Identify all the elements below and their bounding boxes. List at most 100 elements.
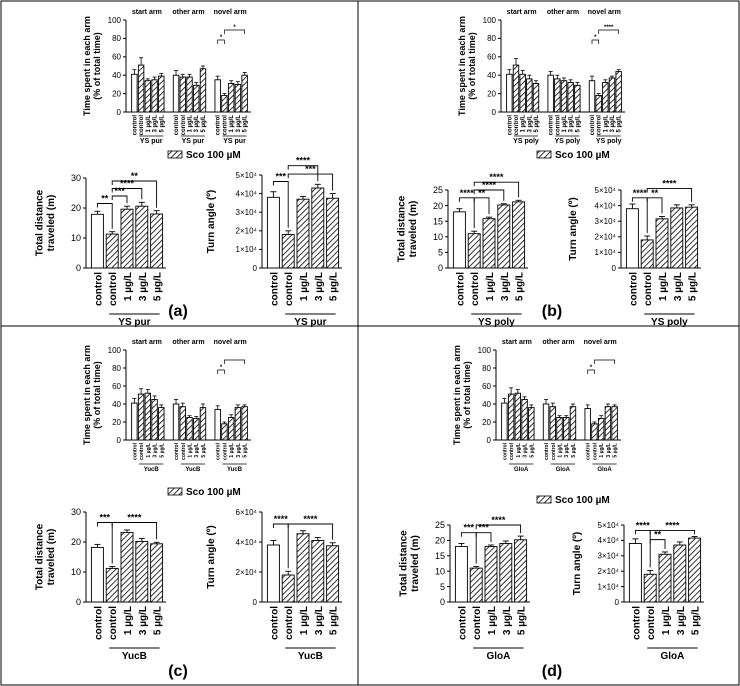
category-label: control xyxy=(597,115,603,136)
significance-bracket xyxy=(111,522,158,540)
group-label: GloA xyxy=(660,651,684,662)
bar xyxy=(569,406,577,441)
y-tick-label: 40 xyxy=(112,71,121,80)
bar xyxy=(685,206,699,269)
significance-label: **** xyxy=(604,25,614,31)
category-label: control xyxy=(507,115,513,136)
category-label: control xyxy=(93,272,104,306)
group-title: other arm xyxy=(547,9,579,16)
category-label: control xyxy=(590,115,596,136)
bar xyxy=(144,392,152,441)
significance-bracket xyxy=(646,197,663,214)
group-label: YucB xyxy=(227,467,243,473)
bar xyxy=(105,567,119,603)
y-axis-title: Turn angle (º) xyxy=(568,197,579,260)
category-label: 3 µg/L xyxy=(564,443,570,458)
y-tick-label: 2×10⁴ xyxy=(236,227,258,236)
bar xyxy=(158,407,165,441)
category-label: 1 µg/L xyxy=(299,606,310,635)
chart-c-arm-time: 0 20 40 60 80 100 Time spent in each arm (% of … xyxy=(82,339,251,473)
y-tick-label: 0 xyxy=(253,264,258,273)
y-tick-label: 40 xyxy=(482,400,491,409)
y-tick-label: 0 xyxy=(615,598,620,607)
y-tick-label: 20 xyxy=(112,89,121,98)
bar xyxy=(512,201,526,269)
y-tick-label: 5 xyxy=(438,248,443,258)
bar xyxy=(199,407,207,441)
category-label: control xyxy=(139,442,145,460)
significance-label: ** xyxy=(131,171,139,181)
significance-bracket xyxy=(217,39,225,44)
sco-legend-label: Sco 100 µM xyxy=(186,150,241,161)
category-label: 5 µg/L xyxy=(529,443,535,458)
group-label: GloA xyxy=(514,467,529,473)
category-label: 1 µg/L xyxy=(658,272,669,301)
bar xyxy=(514,539,528,603)
group-label: GloA xyxy=(556,467,571,473)
category-label: control xyxy=(551,442,557,460)
y-axis-title-line: Turn angle (º) xyxy=(206,525,217,588)
category-label: 1 µg/L xyxy=(485,272,496,301)
significance-label: ** xyxy=(101,194,109,204)
panel-label-d: (d) xyxy=(542,663,562,680)
bar xyxy=(90,213,104,269)
chart-d-distance: 0 5 10 15 20 25 Total distance traveled (m) cont… xyxy=(398,515,530,662)
y-tick-label: 80 xyxy=(482,364,491,373)
significance-bracket xyxy=(111,195,128,204)
bar xyxy=(105,233,119,269)
group-title: start arm xyxy=(507,9,537,16)
category-label: 1 µg/L xyxy=(146,115,152,133)
category-label: control xyxy=(284,606,295,640)
y-axis-title: Total distance traveled (m) xyxy=(34,189,57,256)
significance-bracket xyxy=(587,369,595,374)
y-tick-label: 1×10⁴ xyxy=(236,245,258,254)
y-tick-label: 80 xyxy=(112,34,121,43)
group-label: YS poly xyxy=(554,138,580,145)
y-tick-label: 20 xyxy=(482,418,491,427)
category-label: 3 µg/L xyxy=(676,606,687,635)
significance-bracket xyxy=(272,523,289,569)
category-label: 5 µg/L xyxy=(575,115,581,133)
significance-label: ** xyxy=(478,188,486,198)
group-title: novel arm xyxy=(584,339,617,346)
bar xyxy=(214,79,221,113)
significance-label: **** xyxy=(296,156,311,166)
bar xyxy=(186,417,193,441)
chart-b-arm-time: 0 20 40 60 80 100 Time spent in each arm (% of … xyxy=(457,9,625,145)
y-axis-title: Time spent in each arm (% of total time) xyxy=(452,345,472,445)
chart-layer: (a) (b) (c) (d) Sco 100 µM Sco 100 µM Sco 100 … xyxy=(34,9,704,680)
y-tick-label: 4×10⁴ xyxy=(236,538,258,547)
bar xyxy=(482,218,496,269)
bar xyxy=(514,392,522,441)
category-label: control xyxy=(592,442,598,460)
y-tick-label: 10 xyxy=(435,566,445,576)
bar xyxy=(484,546,498,603)
group-label: YS pur xyxy=(118,317,150,328)
bar xyxy=(549,406,556,441)
bar xyxy=(591,423,598,441)
category-label: 5 µg/L xyxy=(571,443,577,458)
bar xyxy=(281,234,295,269)
bar xyxy=(521,399,528,441)
y-axis-title: Time spent in each arm (% of total time) xyxy=(457,16,477,116)
significance-label: ** xyxy=(654,530,662,540)
category-label: 5 µg/L xyxy=(691,606,702,635)
y-axis-title-line: Turn angle (º) xyxy=(568,197,579,260)
category-label: 5 µg/L xyxy=(617,115,623,133)
significance-label: * xyxy=(220,365,223,371)
significance-bracket xyxy=(646,187,693,202)
significance-bracket xyxy=(475,532,492,543)
group-title: start arm xyxy=(132,9,162,16)
group-label: YS pur xyxy=(223,138,246,145)
significance-bracket xyxy=(473,189,505,201)
y-tick-label: 0 xyxy=(440,597,445,607)
category-label: control xyxy=(472,606,483,640)
significance-bracket xyxy=(272,181,289,228)
category-label: 3 µg/L xyxy=(153,443,159,458)
y-axis-title-line: Total distance xyxy=(396,195,407,262)
panel-label-b: (b) xyxy=(542,303,562,320)
bar xyxy=(501,402,508,441)
group-title: novel arm xyxy=(588,9,621,16)
category-label: 5 µg/L xyxy=(329,272,340,301)
